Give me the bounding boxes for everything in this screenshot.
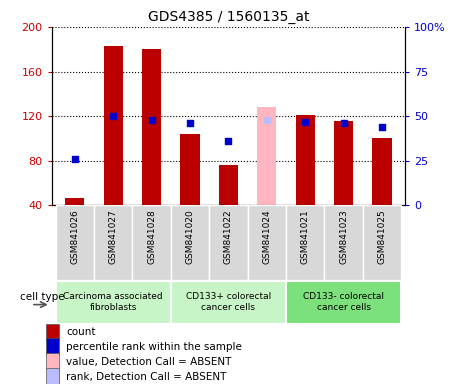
Bar [65, 198, 85, 205]
Text: rank, Detection Call = ABSENT: rank, Detection Call = ABSENT [66, 372, 227, 382]
Bar [46, 368, 59, 384]
Title: GDS4385 / 1560135_at: GDS4385 / 1560135_at [148, 10, 309, 25]
Bar [104, 46, 123, 205]
Text: GSM841023: GSM841023 [339, 209, 348, 264]
Point [340, 120, 347, 126]
Bar [324, 205, 363, 280]
Text: GSM841020: GSM841020 [185, 209, 194, 264]
Bar [257, 107, 276, 205]
Text: GSM841025: GSM841025 [378, 209, 387, 264]
Bar [46, 324, 59, 340]
Bar [56, 205, 94, 280]
Bar [180, 134, 200, 205]
Bar [334, 121, 353, 205]
Text: GSM841028: GSM841028 [147, 209, 156, 264]
Point [225, 138, 232, 144]
Bar [209, 205, 248, 280]
Bar [286, 205, 324, 280]
Text: GSM841021: GSM841021 [301, 209, 310, 264]
Bar [142, 49, 161, 205]
Text: GSM841022: GSM841022 [224, 209, 233, 264]
Bar [132, 205, 171, 280]
Bar [296, 115, 315, 205]
Bar [248, 205, 286, 280]
Point [263, 117, 270, 123]
Bar [171, 281, 286, 324]
Text: count: count [66, 327, 96, 337]
Text: GSM841024: GSM841024 [262, 209, 271, 264]
Text: cell type: cell type [20, 292, 64, 302]
Bar [219, 165, 238, 205]
Point [186, 120, 194, 126]
Bar [363, 205, 401, 280]
Point [378, 124, 386, 130]
Text: Carcinoma associated
fibroblasts: Carcinoma associated fibroblasts [63, 292, 163, 313]
Bar [46, 338, 59, 355]
Bar [94, 205, 132, 280]
Point [148, 117, 155, 123]
Bar [286, 281, 401, 324]
Bar [171, 205, 209, 280]
Text: GSM841026: GSM841026 [70, 209, 79, 264]
Point [71, 156, 78, 162]
Text: percentile rank within the sample: percentile rank within the sample [66, 342, 242, 352]
Text: CD133+ colorectal
cancer cells: CD133+ colorectal cancer cells [186, 292, 271, 313]
Point [302, 118, 309, 124]
Bar [372, 139, 392, 205]
Bar [56, 281, 171, 324]
Bar [46, 353, 59, 370]
Text: CD133- colorectal
cancer cells: CD133- colorectal cancer cells [303, 292, 384, 313]
Point [110, 113, 117, 119]
Text: value, Detection Call = ABSENT: value, Detection Call = ABSENT [66, 357, 232, 367]
Text: GSM841027: GSM841027 [109, 209, 118, 264]
